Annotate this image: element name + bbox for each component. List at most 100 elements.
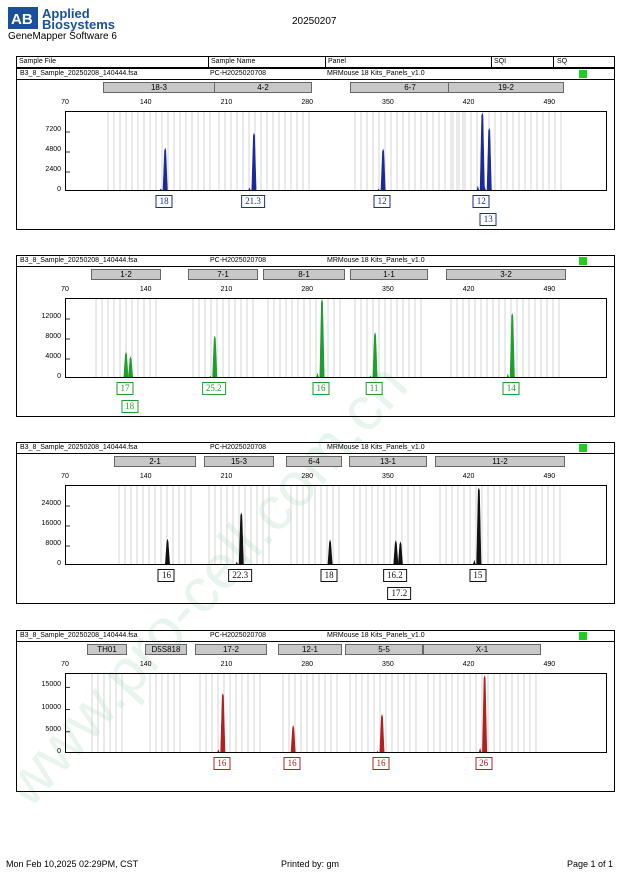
x-tick-label: 420 [462, 286, 475, 293]
peak[interactable] [509, 312, 515, 378]
allele-label[interactable]: 22.3 [228, 569, 253, 582]
marker-bin-D5S818[interactable]: D5S818 [145, 644, 187, 655]
peak[interactable] [123, 351, 129, 379]
print-datetime: Mon Feb 10,2025 02:29PM, CST [6, 859, 139, 869]
allele-label[interactable]: 16 [213, 757, 231, 770]
stutter-peak [316, 372, 319, 377]
marker-bin-4-2[interactable]: 4-2 [214, 82, 312, 93]
column-header-bar: Sample File Sample Name Panel SQI SQ [16, 56, 615, 68]
stutter-peak [209, 375, 212, 377]
peak[interactable] [238, 512, 244, 566]
allele-label[interactable]: 18 [320, 569, 338, 582]
stutter-peak [217, 749, 220, 752]
allele-label[interactable]: 16 [372, 757, 390, 770]
stutter-peak [377, 188, 380, 190]
y-tick-label: 7200 [45, 126, 61, 133]
electropherogram-svg [66, 112, 562, 192]
allele-label[interactable]: 18 [121, 400, 139, 413]
x-tick-label: 210 [220, 473, 233, 480]
marker-bin-11-2[interactable]: 11-2 [435, 456, 565, 467]
marker-bin-17-2[interactable]: 17-2 [195, 644, 267, 655]
peak[interactable] [482, 675, 488, 753]
x-tick-label: 70 [61, 286, 69, 293]
allele-label[interactable]: 21.3 [241, 195, 265, 208]
marker-bin-1-2[interactable]: 1-2 [91, 269, 161, 280]
peak[interactable] [398, 541, 403, 565]
peak[interactable] [380, 148, 386, 192]
allele-label[interactable]: 15 [469, 569, 487, 582]
peak[interactable] [372, 331, 378, 378]
plot-area [65, 111, 607, 191]
sample-info-row: B3_8_Sample_20250208_140444.fsa PC-H20250… [17, 256, 614, 267]
marker-bin-15-3[interactable]: 15-3 [204, 456, 274, 467]
peak[interactable] [479, 112, 485, 191]
allele-label[interactable]: 25.2 [201, 382, 226, 395]
y-tick-label: 4800 [45, 146, 61, 153]
marker-bin-1-1[interactable]: 1-1 [350, 269, 428, 280]
peak[interactable] [212, 335, 218, 379]
allele-label[interactable]: 13 [479, 213, 497, 226]
allele-label[interactable]: 16 [312, 382, 330, 395]
y-tick-label: 15000 [41, 681, 61, 689]
panel-name: MRMouse 18 Kits_Panels_v1.0 [327, 70, 425, 77]
marker-bin-X-1[interactable]: X-1 [423, 644, 541, 655]
sq-status-indicator [579, 444, 587, 452]
allele-label[interactable]: 26 [475, 757, 493, 770]
marker-bin-TH01[interactable]: TH01 [87, 644, 127, 655]
stutter-peak [248, 187, 251, 190]
peak[interactable] [327, 539, 333, 566]
marker-bin-19-2[interactable]: 19-2 [448, 82, 564, 93]
allele-label[interactable]: 16 [283, 757, 301, 770]
x-tick-label: 70 [61, 473, 69, 480]
x-tick-label: 350 [382, 286, 394, 293]
allele-label[interactable]: 11 [365, 382, 383, 395]
marker-bin-6-4[interactable]: 6-4 [286, 456, 342, 467]
marker-bin-13-1[interactable]: 13-1 [349, 456, 427, 467]
marker-bin-8-1[interactable]: 8-1 [263, 269, 345, 280]
allele-label[interactable]: 16 [157, 569, 175, 582]
y-tick-label: 0 [57, 373, 61, 380]
sample-file: B3_8_Sample_20250208_140444.fsa [20, 444, 138, 451]
sample-name: PC-H2025020708 [210, 632, 267, 639]
ab-logo-icon: AB [8, 7, 38, 29]
peak[interactable] [165, 538, 170, 565]
peak[interactable] [486, 127, 492, 191]
marker-bin-2-1[interactable]: 2-1 [114, 456, 196, 467]
y-tick-label: 4000 [45, 353, 61, 360]
marker-bin-3-2[interactable]: 3-2 [446, 269, 566, 280]
peak[interactable] [379, 713, 385, 753]
peak[interactable] [290, 724, 296, 753]
allele-label[interactable]: 17 [116, 382, 134, 395]
plot-area [65, 485, 607, 565]
sq-status-indicator [579, 632, 587, 640]
marker-bin-5-5[interactable]: 5-5 [345, 644, 423, 655]
sample-info-row: B3_8_Sample_20250208_140444.fsa PC-H20250… [17, 443, 614, 454]
x-tick-label: 70 [61, 661, 69, 668]
x-tick-label: 140 [139, 286, 152, 293]
sample-file: B3_8_Sample_20250208_140444.fsa [20, 70, 138, 77]
allele-label[interactable]: 12 [472, 195, 490, 208]
allele-label[interactable]: 16.2 [382, 569, 407, 582]
peak[interactable] [128, 355, 133, 378]
allele-label[interactable]: 12 [373, 195, 391, 208]
y-tick-label: 2400 [45, 166, 61, 173]
peak[interactable] [319, 299, 325, 378]
allele-label[interactable]: 18 [155, 195, 173, 208]
panel-name: MRMouse 18 Kits_Panels_v1.0 [327, 632, 425, 639]
x-tick-label: 210 [220, 99, 233, 106]
peak[interactable] [220, 692, 226, 753]
stutter-peak [390, 564, 393, 565]
peak[interactable] [162, 147, 168, 191]
peak[interactable] [476, 487, 482, 566]
marker-bin-7-1[interactable]: 7-1 [188, 269, 258, 280]
sample-file: B3_8_Sample_20250208_140444.fsa [20, 632, 138, 639]
electropherogram-svg [66, 674, 537, 753]
peak[interactable] [393, 539, 399, 565]
stutter-peak [394, 564, 397, 565]
peak[interactable] [251, 132, 257, 191]
marker-bin-18-3[interactable]: 18-3 [103, 82, 215, 93]
stutter-peak [506, 373, 509, 377]
allele-label[interactable]: 17.2 [387, 587, 412, 600]
marker-bin-12-1[interactable]: 12-1 [278, 644, 342, 655]
allele-label[interactable]: 14 [502, 382, 520, 395]
